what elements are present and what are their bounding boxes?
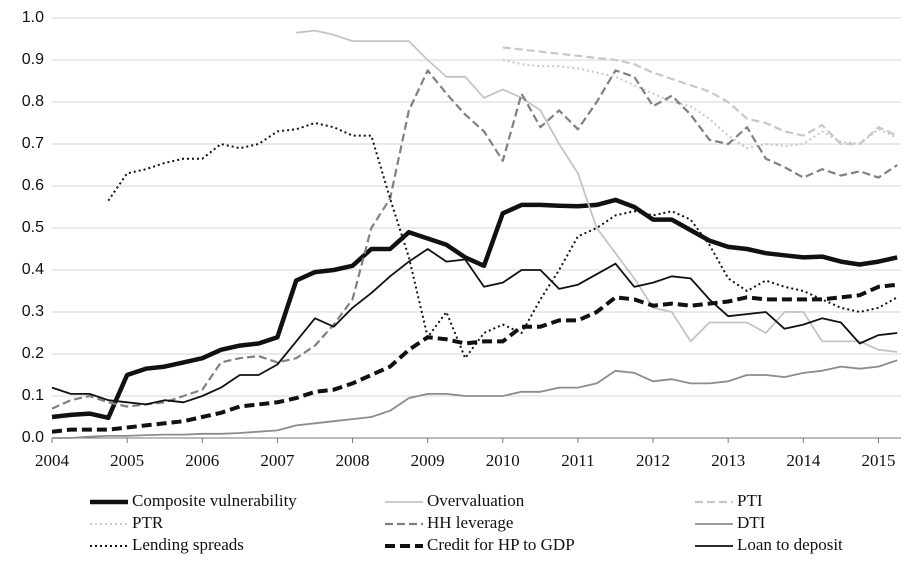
x-tick-label: 2012 (636, 451, 670, 470)
x-tick-label: 2008 (336, 451, 370, 470)
y-tick-label: 0.3 (22, 303, 44, 320)
series-line (51, 197, 898, 421)
x-tick-label: 2010 (486, 451, 520, 470)
legend-label: PTI (737, 491, 763, 510)
x-tick-label: 2007 (260, 451, 295, 470)
y-tick-label: 0.5 (22, 219, 44, 236)
x-tick-label: 2005 (110, 451, 144, 470)
y-tick-label: 0.6 (22, 177, 44, 194)
legend-label: Credit for HP to GDP (427, 535, 575, 554)
series-line (502, 59, 898, 150)
legend-label: Loan to deposit (737, 535, 843, 554)
x-tick-label: 2006 (185, 451, 219, 470)
series-line (296, 29, 898, 353)
legend-label: DTI (737, 513, 766, 532)
y-tick-label: 0.9 (22, 51, 44, 68)
y-tick-label: 0.7 (22, 135, 44, 152)
y-tick-label: 0.2 (22, 345, 44, 362)
series-line (502, 46, 898, 146)
x-tick-label: 2011 (561, 451, 594, 470)
x-tick-label: 2013 (711, 451, 745, 470)
y-tick-label: 0.8 (22, 93, 44, 110)
y-tick-label: 1.0 (22, 9, 44, 26)
x-tick-label: 2014 (786, 451, 821, 470)
series-line (51, 69, 898, 410)
series-line (107, 122, 898, 360)
y-tick-label: 0.0 (22, 429, 44, 446)
series-line (51, 282, 898, 434)
y-tick-label: 0.4 (22, 261, 44, 278)
series-line (52, 359, 898, 439)
x-tick-label: 2004 (35, 451, 70, 470)
x-tick-label: 2009 (411, 451, 445, 470)
legend-label: Overvaluation (427, 491, 525, 510)
y-tick-label: 0.1 (22, 387, 44, 404)
legend-label: Composite vulnerability (132, 491, 297, 510)
series-line (51, 248, 898, 406)
x-tick-label: 2015 (861, 451, 895, 470)
legend-label: Lending spreads (132, 535, 244, 554)
legend-label: HH leverage (427, 513, 513, 532)
legend-label: PTR (132, 513, 164, 532)
